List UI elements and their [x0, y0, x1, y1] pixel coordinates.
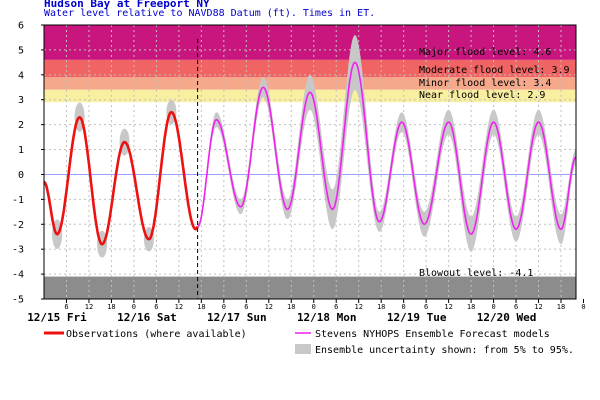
- y-tick-label: 4: [18, 70, 24, 81]
- x-tick-label: 18: [377, 303, 385, 311]
- plot-frame: [43, 24, 577, 300]
- y-tick-label: 1: [18, 145, 24, 156]
- y-tick-label: 6: [18, 21, 24, 32]
- threshold-label: Minor flood level: 3.4: [419, 78, 551, 89]
- x-tick-label: 18: [557, 303, 565, 311]
- x-tick-label: 12: [534, 303, 542, 311]
- day-label: 12/20 Wed: [477, 311, 537, 324]
- y-tick-label: -4: [12, 270, 24, 281]
- chart-subtitle: Water level relative to NAVD88 Datum (ft…: [44, 8, 376, 19]
- x-tick-label: 6: [424, 303, 428, 311]
- x-tick-label: 18: [287, 303, 295, 311]
- day-label: 12/18 Mon: [297, 311, 357, 324]
- x-tick-label: 0: [132, 303, 136, 311]
- x-tick-label: 18: [107, 303, 115, 311]
- x-tick-label: 6: [514, 303, 518, 311]
- y-tick-label: -3: [12, 245, 24, 256]
- y-tick-label: -2: [12, 220, 24, 231]
- series-line-0: [43, 110, 199, 246]
- x-tick-label: 6: [334, 303, 338, 311]
- threshold-label: Near flood level: 2.9: [419, 90, 545, 101]
- threshold-band-1: [44, 59, 576, 78]
- legend-label-observations: Observations (where available): [66, 329, 247, 340]
- x-tick-label: 6: [244, 303, 248, 311]
- x-tick-label: 12: [85, 303, 93, 311]
- y-tick-label: 2: [18, 120, 24, 131]
- y-tick-label: 5: [18, 45, 24, 56]
- day-label: 12/19 Tue: [387, 311, 447, 324]
- y-tick-label: 0: [18, 170, 24, 181]
- x-tick-label: 6: [64, 303, 68, 311]
- y-tick-label: -1: [12, 195, 24, 206]
- x-tick-label: 0: [402, 303, 406, 311]
- threshold-label: Blowout level: -4.1: [419, 268, 533, 279]
- x-tick-label: 18: [197, 303, 205, 311]
- x-tick-label: 12: [265, 303, 273, 311]
- legend-label-uncertainty: Ensemble uncertainty shown: from 5% to 9…: [315, 345, 574, 356]
- x-tick-label: 0: [222, 303, 226, 311]
- blowout-band: [44, 276, 576, 299]
- x-tick-label: 0: [491, 303, 495, 311]
- series-line-1: [197, 61, 577, 235]
- legend-label-forecast: Stevens NYHOPS Ensemble Forecast models: [315, 329, 550, 340]
- day-label: 12/17 Sun: [207, 311, 267, 324]
- x-tick-label: 18: [467, 303, 475, 311]
- x-tick-label: 12: [354, 303, 362, 311]
- x-tick-label: 0: [581, 303, 585, 311]
- x-tick-label: 0: [312, 303, 316, 311]
- y-tick-label: 3: [18, 95, 24, 106]
- day-label: 12/16 Sat: [117, 311, 177, 324]
- legend-swatch-uncertainty: [295, 344, 311, 354]
- threshold-band-0: [44, 25, 576, 60]
- chart-title: Hudson Bay at Freeport NY: [44, 0, 210, 10]
- threshold-label: Moderate flood level: 3.9: [419, 65, 570, 76]
- x-tick-label: 12: [444, 303, 452, 311]
- threshold-label: Major flood level: 4.6: [419, 47, 551, 58]
- y-tick-label: -5: [12, 295, 24, 306]
- day-label: 12/15 Fri: [27, 311, 87, 324]
- x-tick-label: 12: [175, 303, 183, 311]
- x-tick-label: 6: [154, 303, 158, 311]
